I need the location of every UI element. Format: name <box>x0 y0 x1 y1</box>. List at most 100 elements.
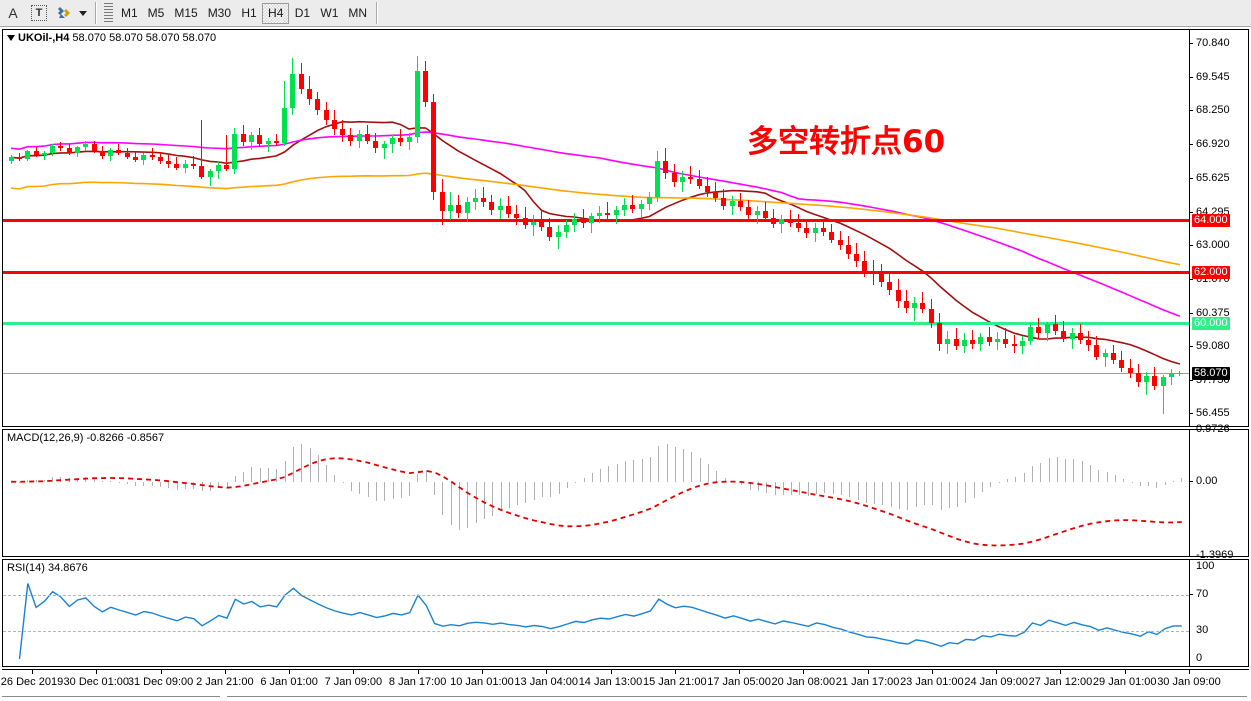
macd-plot-area[interactable] <box>3 430 1189 556</box>
candle-bearish[interactable] <box>1127 368 1133 374</box>
candle-bearish[interactable] <box>190 163 196 166</box>
candle-bullish[interactable] <box>265 140 271 145</box>
candle-bearish[interactable] <box>1011 343 1017 347</box>
candle-bullish[interactable] <box>282 108 288 144</box>
resistance-line-64[interactable] <box>3 219 1189 223</box>
timeframe-h1[interactable]: H1 <box>241 6 257 20</box>
candle-bearish[interactable] <box>986 337 992 343</box>
candle-bearish[interactable] <box>149 155 155 158</box>
candle-bearish[interactable] <box>696 179 702 186</box>
candle-bearish[interactable] <box>489 202 495 210</box>
candle-bearish[interactable] <box>704 185 710 192</box>
candle-bearish[interactable] <box>199 165 205 177</box>
candle-bullish[interactable] <box>1044 324 1050 334</box>
candle-bullish[interactable] <box>779 219 785 225</box>
candle-bullish[interactable] <box>182 163 188 168</box>
macd-axis[interactable]: 0.9726 0.00 -1.3969 <box>1189 423 1248 561</box>
candle-bearish[interactable] <box>1086 339 1092 345</box>
candle-bullish[interactable] <box>613 210 619 216</box>
candle-bullish[interactable] <box>207 171 213 177</box>
candle-bullish[interactable] <box>141 155 147 160</box>
candle-bullish[interactable] <box>290 73 296 109</box>
candle-bearish[interactable] <box>820 228 826 232</box>
candle-bearish[interactable] <box>16 157 22 160</box>
candle-bullish[interactable] <box>563 225 569 232</box>
candle-bullish[interactable] <box>961 339 967 347</box>
candle-bearish[interactable] <box>1119 360 1125 369</box>
candle-bearish[interactable] <box>738 201 744 208</box>
candle-bearish[interactable] <box>671 172 677 182</box>
candle-bearish[interactable] <box>630 204 636 209</box>
timeframe-mn[interactable]: MN <box>348 6 368 20</box>
time-scroll-segment-0[interactable] <box>2 696 220 697</box>
candle-bearish[interactable] <box>365 134 371 141</box>
support-line-60[interactable] <box>3 322 1189 326</box>
time-scroll-segment-1[interactable] <box>227 696 1247 697</box>
candle-bearish[interactable] <box>829 231 835 240</box>
candle-bearish[interactable] <box>1135 373 1141 383</box>
candle-bearish[interactable] <box>273 140 279 144</box>
candle-bearish[interactable] <box>1077 333 1083 340</box>
price-axis[interactable]: 70.840 69.545 68.250 66.920 65.625 64.295 63.0… <box>1189 30 1248 426</box>
candle-bearish[interactable] <box>663 161 669 173</box>
candle-bearish[interactable] <box>323 109 329 120</box>
time-axis[interactable]: 26 Dec 2019 30 Dec 01:00 31 Dec 09:00 2 Jan… <box>1 669 1249 699</box>
candle-bearish[interactable] <box>1152 375 1158 387</box>
candle-bullish[interactable] <box>622 204 627 210</box>
candle-bearish[interactable] <box>862 261 868 272</box>
candle-bullish[interactable] <box>1169 372 1175 378</box>
chart-annotation-text[interactable]: 多空转折点60 <box>747 124 946 160</box>
candle-bearish[interactable] <box>116 150 122 154</box>
candle-bearish[interactable] <box>688 176 694 180</box>
candle-bearish[interactable] <box>124 153 130 157</box>
price-panel[interactable]: UKOil-,H4 58.070 58.070 58.070 58.070 多空… <box>2 29 1249 427</box>
candle-bullish[interactable] <box>646 197 652 204</box>
candle-bearish[interactable] <box>605 212 611 216</box>
candle-bullish[interactable] <box>978 337 984 344</box>
candle-bearish[interactable] <box>1003 338 1009 344</box>
candle-bullish[interactable] <box>406 136 412 142</box>
candle-bearish[interactable] <box>315 99 321 110</box>
shapes-tool-button[interactable] <box>52 1 78 25</box>
candle-bearish[interactable] <box>240 134 246 142</box>
text-label-tool-button[interactable]: T <box>26 1 52 25</box>
candle-bearish[interactable] <box>348 135 354 141</box>
candle-bullish[interactable] <box>638 203 644 209</box>
candle-bullish[interactable] <box>356 134 362 141</box>
level-60-label[interactable]: 60.000 <box>1192 317 1230 331</box>
candle-bearish[interactable] <box>58 146 64 149</box>
candle-bullish[interactable] <box>555 231 561 237</box>
candle-bullish[interactable] <box>1028 327 1034 342</box>
candle-bullish[interactable] <box>1160 377 1166 387</box>
candle-bearish[interactable] <box>787 219 793 223</box>
candle-bearish[interactable] <box>762 211 768 218</box>
candle-bearish[interactable] <box>928 309 934 324</box>
candle-bullish[interactable] <box>381 144 387 149</box>
candle-bullish[interactable] <box>25 150 31 160</box>
candle-bearish[interactable] <box>224 165 230 169</box>
candle-bullish[interactable] <box>389 138 395 145</box>
candle-bullish[interactable] <box>447 204 453 212</box>
candle-bullish[interactable] <box>414 71 420 137</box>
candle-bearish[interactable] <box>845 244 851 254</box>
candle-bullish[interactable] <box>680 176 686 182</box>
collapse-triangle-icon[interactable] <box>7 35 15 42</box>
timeframe-m15[interactable]: M15 <box>174 6 198 20</box>
rsi-axis[interactable]: 100 70 30 0 <box>1189 560 1248 666</box>
candle-bullish[interactable] <box>41 152 47 156</box>
candle-bullish[interactable] <box>729 201 735 207</box>
candle-bearish[interactable] <box>895 289 901 302</box>
candle-bullish[interactable] <box>50 146 56 153</box>
candle-bearish[interactable] <box>431 102 437 192</box>
candle-bearish[interactable] <box>837 239 843 245</box>
candle-bearish[interactable] <box>157 157 163 162</box>
candle-bullish[interactable] <box>232 134 238 169</box>
macd-panel[interactable]: MACD(12,26,9) -0.8266 -0.8567 0.9726 0.00… <box>2 423 1249 561</box>
candle-bearish[interactable] <box>878 274 884 282</box>
candle-bearish[interactable] <box>91 144 97 151</box>
candle-bearish[interactable] <box>721 198 727 207</box>
candle-bearish[interactable] <box>713 192 719 199</box>
candle-bullish[interactable] <box>588 216 594 223</box>
candle-bearish[interactable] <box>340 129 346 136</box>
candle-bearish[interactable] <box>804 228 810 234</box>
